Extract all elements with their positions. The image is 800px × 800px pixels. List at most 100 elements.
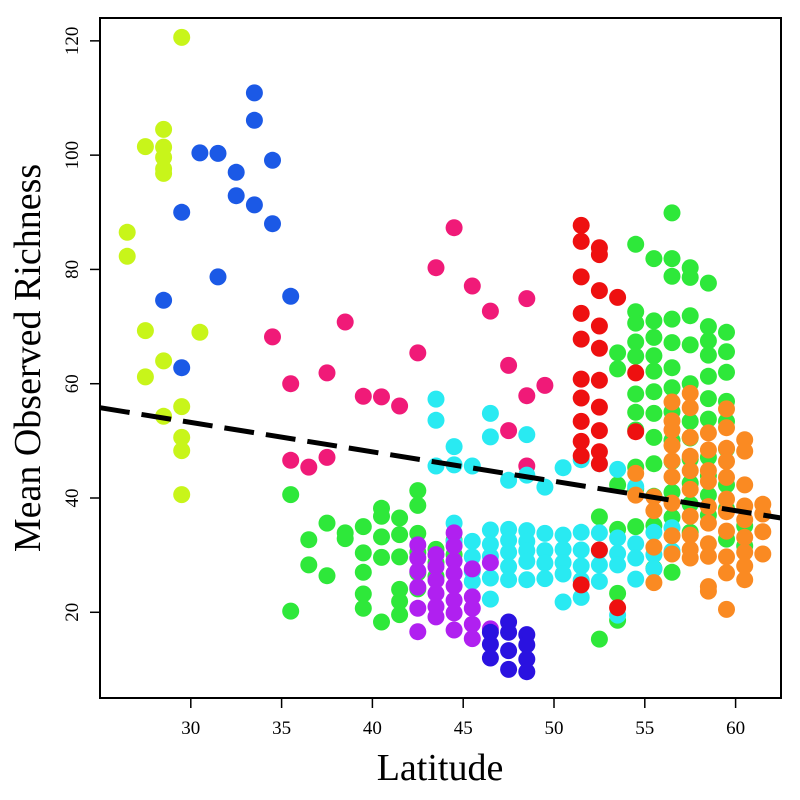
data-point	[445, 577, 463, 595]
data-point	[481, 623, 499, 641]
data-point	[518, 663, 536, 681]
data-point	[354, 599, 372, 617]
data-point	[409, 623, 427, 641]
data-point	[500, 623, 518, 641]
data-point	[645, 428, 663, 446]
y-tick-label: 120	[62, 27, 83, 56]
data-point	[699, 390, 717, 408]
data-point	[409, 599, 427, 617]
data-point	[718, 490, 735, 508]
data-point	[500, 660, 518, 678]
data-point	[481, 404, 499, 422]
data-point	[282, 375, 300, 393]
data-point	[627, 235, 645, 253]
data-point	[463, 630, 481, 648]
data-point	[500, 356, 518, 374]
data-point	[227, 163, 245, 181]
data-point	[699, 424, 717, 442]
data-point	[736, 528, 754, 546]
data-point	[627, 570, 645, 588]
data-point	[245, 111, 263, 129]
data-point	[590, 371, 608, 389]
data-point	[663, 436, 681, 454]
data-point	[518, 290, 536, 308]
series-0	[118, 28, 209, 504]
data-point	[245, 84, 263, 102]
data-point	[409, 536, 427, 554]
data-point	[609, 599, 627, 617]
data-point	[554, 526, 572, 544]
data-point	[481, 649, 499, 667]
data-point	[536, 554, 554, 572]
data-point	[445, 621, 463, 639]
data-point	[409, 562, 427, 580]
data-point	[627, 535, 645, 553]
data-point	[572, 541, 590, 559]
data-point	[336, 313, 354, 331]
data-point	[536, 570, 554, 588]
data-point	[718, 600, 735, 618]
data-point	[463, 277, 481, 295]
data-point	[681, 336, 699, 354]
data-point	[645, 523, 663, 541]
data-point	[590, 524, 608, 542]
data-point	[572, 232, 590, 250]
data-point	[572, 432, 590, 450]
data-point	[663, 452, 681, 470]
data-point	[627, 403, 645, 421]
data-point	[191, 323, 209, 341]
data-point	[572, 557, 590, 575]
data-point	[427, 411, 445, 429]
data-point	[155, 164, 173, 182]
data-point	[645, 538, 663, 556]
data-point	[300, 556, 318, 574]
data-point	[409, 578, 427, 596]
data-point	[536, 376, 554, 394]
data-point	[155, 352, 173, 370]
data-point	[681, 428, 699, 446]
data-point	[463, 615, 481, 633]
data-point	[500, 571, 518, 589]
data-point	[609, 460, 627, 478]
x-axis-title: Latitude	[377, 747, 504, 789]
data-point	[681, 447, 699, 465]
data-point	[627, 464, 645, 482]
data-point	[718, 400, 735, 418]
data-point	[518, 636, 536, 654]
data-point	[500, 422, 518, 440]
data-point	[718, 343, 735, 361]
data-point	[663, 250, 681, 268]
data-point	[500, 471, 518, 489]
data-point	[681, 462, 699, 480]
data-point	[627, 423, 645, 441]
data-point	[627, 518, 645, 536]
data-point	[699, 332, 717, 350]
series-3	[282, 204, 754, 648]
data-point	[736, 557, 754, 575]
data-point	[718, 522, 735, 540]
trend-line	[99, 405, 782, 521]
data-point	[391, 606, 409, 624]
data-point	[373, 388, 390, 406]
data-point	[500, 642, 518, 660]
data-point	[681, 480, 699, 498]
data-point	[718, 452, 735, 470]
data-point	[554, 565, 572, 583]
data-point	[264, 151, 281, 169]
data-point	[445, 591, 463, 609]
data-point	[463, 532, 481, 550]
data-point	[518, 387, 536, 405]
data-point	[481, 635, 499, 653]
data-point	[445, 552, 463, 570]
data-point	[645, 455, 663, 473]
points-layer	[118, 28, 772, 681]
data-point	[718, 323, 735, 341]
data-point	[590, 455, 608, 473]
data-point	[590, 572, 608, 590]
series-2	[264, 219, 554, 476]
data-point	[318, 567, 336, 585]
data-point	[699, 346, 717, 364]
data-point	[445, 537, 463, 555]
data-point	[645, 347, 663, 365]
